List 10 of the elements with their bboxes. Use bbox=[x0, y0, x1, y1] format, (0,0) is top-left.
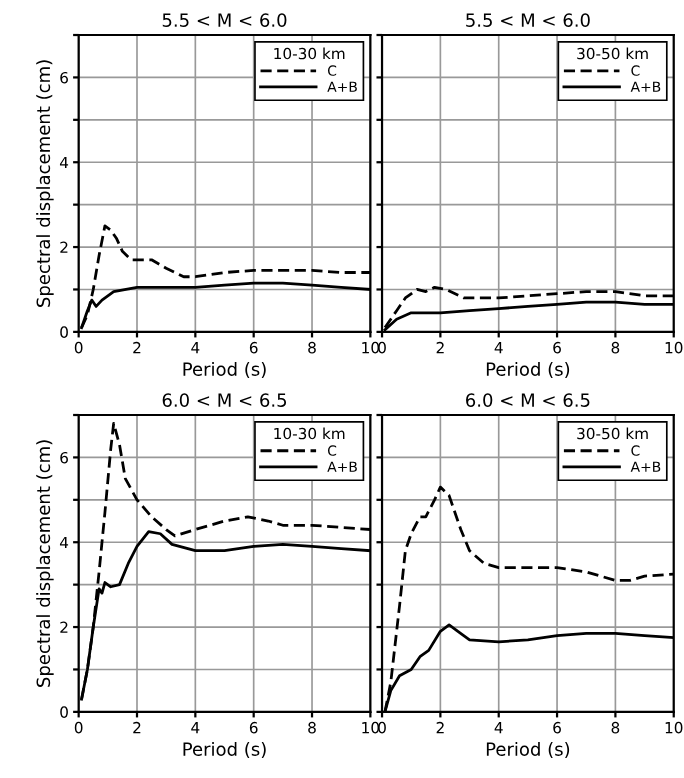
x-axis-title: Period (s) bbox=[183, 741, 266, 759]
x-axis-title: Period (s) bbox=[486, 741, 570, 759]
chart-title: 6.0 < M < 6.5 bbox=[162, 393, 287, 407]
chart-title: 5.5 < M < 6.0 bbox=[466, 13, 590, 27]
chart-title: 6.0 < M < 6.5 bbox=[466, 393, 590, 407]
y-axis-title: Spectral displacement (cm) bbox=[36, 60, 54, 307]
chart-title: 5.5 < M < 6.0 bbox=[162, 13, 287, 27]
x-axis-title: Period (s) bbox=[486, 361, 570, 379]
y-axis-title: Spectral displacement (cm) bbox=[36, 440, 54, 687]
x-axis-title: Period (s) bbox=[183, 361, 266, 379]
